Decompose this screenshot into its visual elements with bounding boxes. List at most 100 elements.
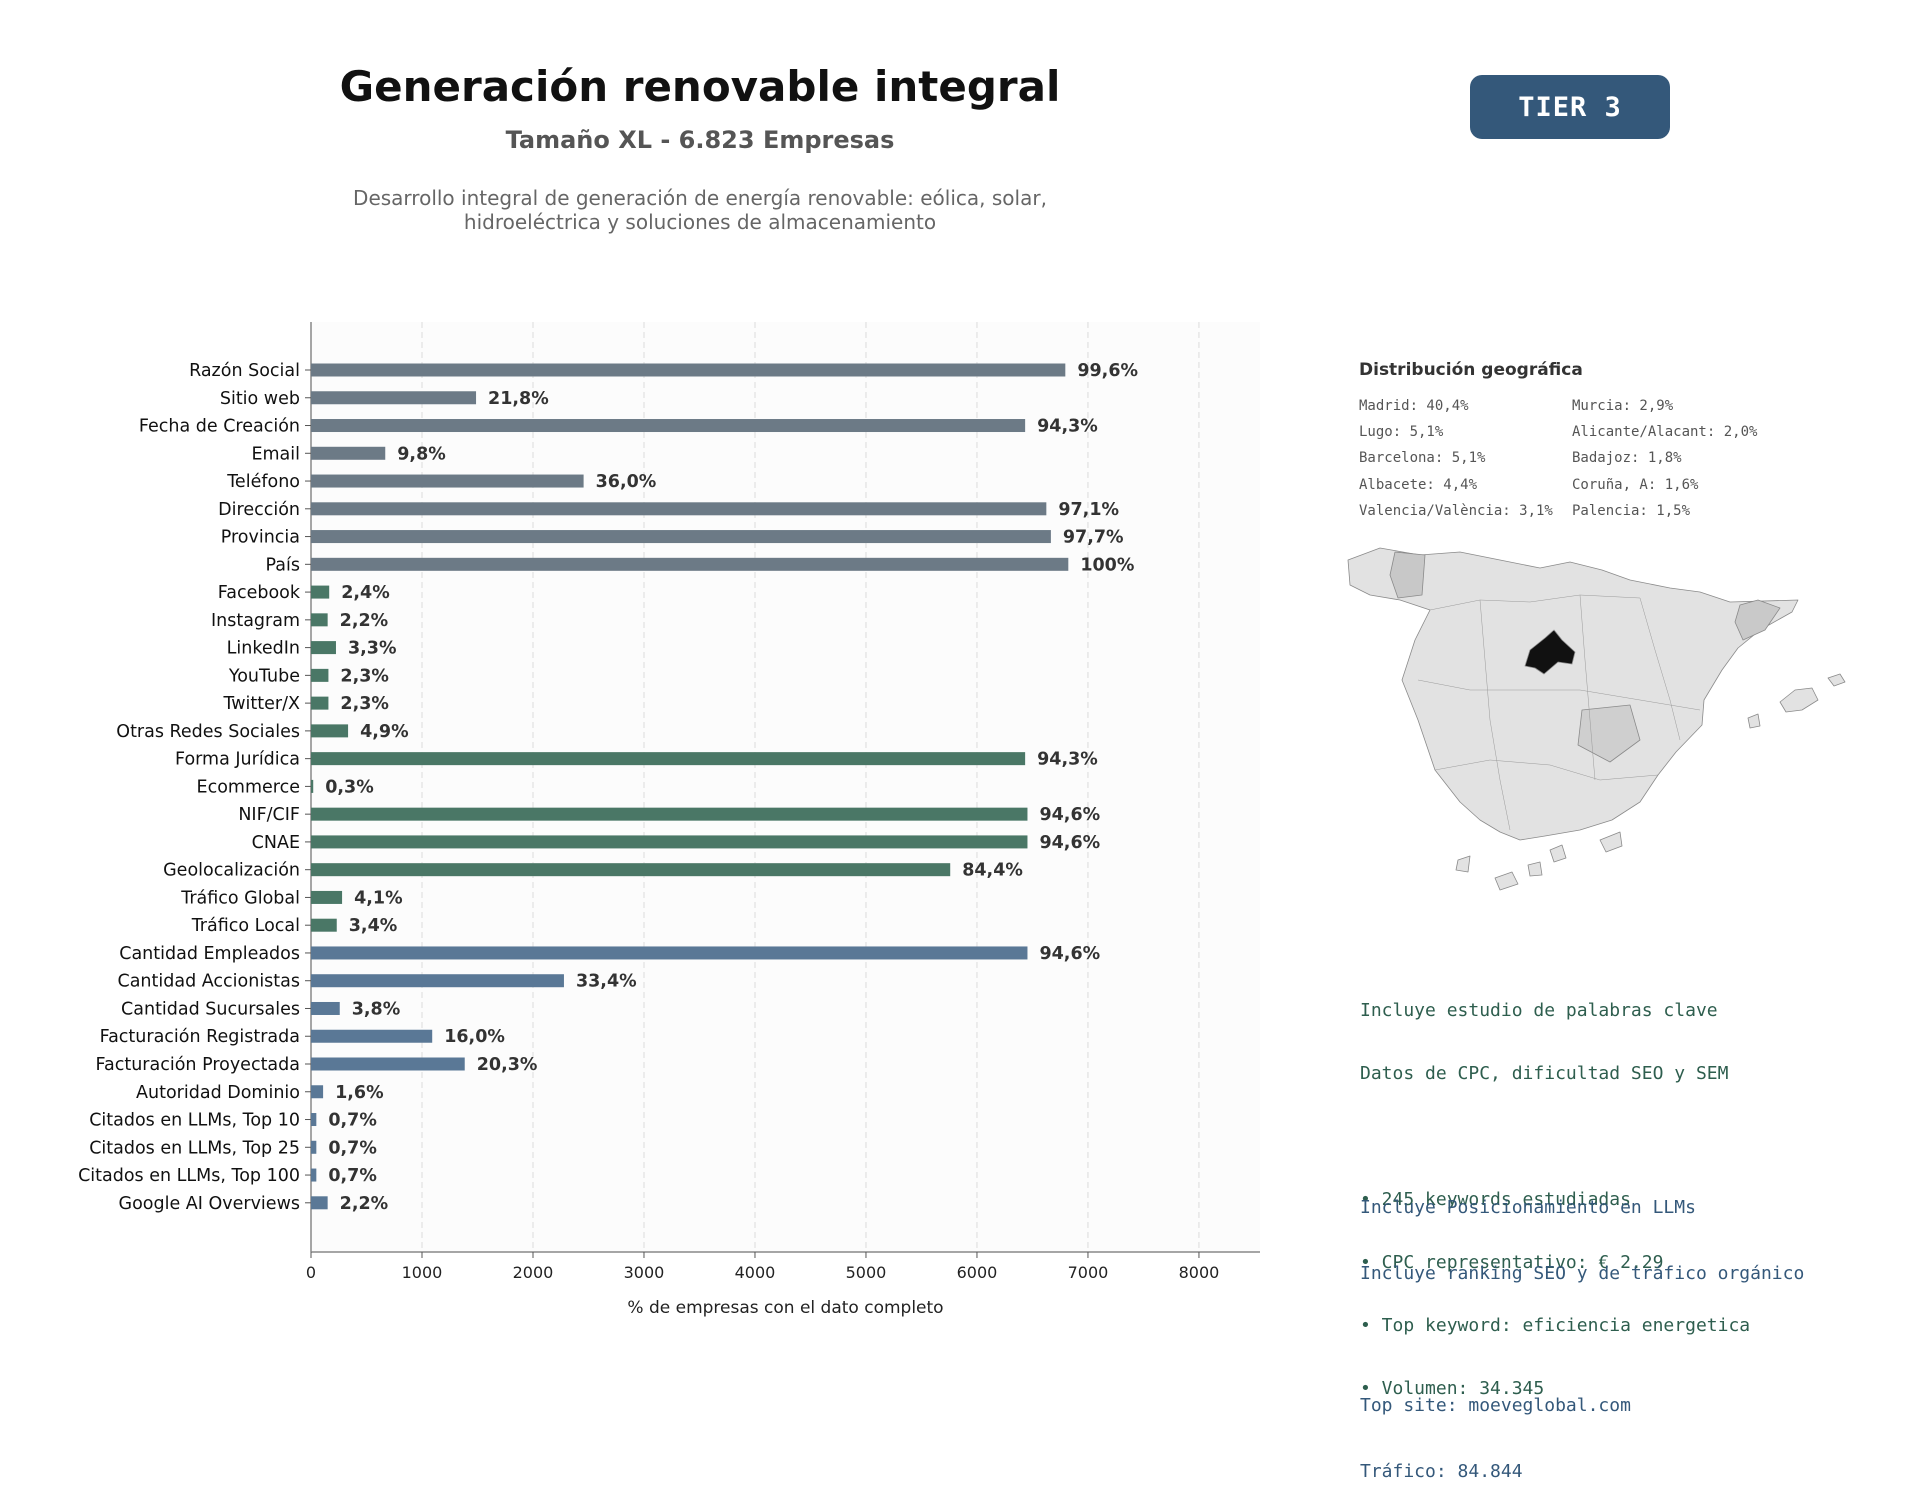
keywords-line: • CPC representativo: € 2.29 [1360, 1252, 1664, 1273]
bar [311, 1001, 340, 1015]
province-barcelona [1734, 599, 1781, 641]
bar [311, 752, 1026, 766]
island-canarias-5 [1599, 831, 1623, 853]
tier-badge: TIER 3 [1470, 75, 1670, 139]
llm-block: Incluye Posicionamiento en LLMs Incluye … [1360, 1153, 1804, 1505]
y-tick-label: Citados en LLMs, Top 25 [89, 1138, 300, 1158]
y-tick-label: Sitio web [220, 389, 300, 409]
y-tick-label: Email [251, 444, 300, 464]
data-label: 94,6% [1039, 833, 1100, 853]
bar [311, 1168, 317, 1182]
y-tick-label: Geolocalización [163, 861, 300, 881]
bar [311, 585, 330, 599]
keywords-line: • 245 keywords estudiadas [1360, 1189, 1631, 1210]
bar [311, 890, 343, 904]
y-tick-label: Fecha de Creación [139, 417, 300, 437]
data-label: 3,8% [352, 999, 401, 1019]
llm-line: Incluye Posicionamiento en LLMs [1360, 1197, 1696, 1218]
data-label: 0,3% [325, 777, 374, 797]
bar [311, 1113, 317, 1127]
bar [311, 724, 349, 738]
y-tick-label: Forma Jurídica [175, 750, 300, 770]
bar [311, 696, 329, 710]
data-label: 2,2% [340, 611, 389, 631]
data-label: 4,1% [354, 888, 403, 908]
data-label: 3,4% [349, 916, 398, 936]
x-tick-label: 7000 [1068, 1263, 1109, 1282]
keywords-block: Incluye estudio de palabras clave Datos … [1360, 958, 1750, 1420]
llm-line: Tráfico: 84.844 [1360, 1461, 1523, 1482]
data-label: 94,3% [1037, 417, 1098, 437]
data-label: 2,4% [341, 583, 390, 603]
data-label: 0,7% [328, 1138, 377, 1158]
bar [311, 446, 386, 460]
llm-line: Top site: moeveglobal.com [1360, 1395, 1631, 1416]
bar [311, 557, 1069, 571]
x-tick-label: 3000 [624, 1263, 665, 1282]
keywords-line: • Top keyword: eficiencia energetica [1360, 1315, 1751, 1336]
data-label: 33,4% [576, 972, 637, 992]
bar [311, 779, 314, 793]
data-label: 0,7% [328, 1111, 377, 1131]
spain-map [1347, 547, 1846, 891]
keywords-line: • Volumen: 34.345 [1360, 1378, 1545, 1399]
y-tick-label: Citados en LLMs, Top 100 [78, 1166, 300, 1186]
geo-title: Distribución geográfica [1359, 360, 1583, 380]
y-tick-label: Citados en LLMs, Top 10 [89, 1111, 300, 1131]
y-tick-label: Autoridad Dominio [136, 1083, 300, 1103]
data-label: 94,6% [1039, 944, 1100, 964]
y-tick-label: NIF/CIF [238, 805, 300, 825]
bar [311, 668, 329, 682]
bar [311, 1029, 433, 1043]
data-label: 94,6% [1039, 805, 1100, 825]
x-tick-label: 6000 [957, 1263, 998, 1282]
province-albacete [1577, 704, 1641, 763]
bar [311, 1085, 324, 1099]
data-label: 16,0% [444, 1027, 505, 1047]
geo-item: Murcia: 2,9% [1572, 398, 1674, 414]
geo-item: Coruña, A: 1,6% [1572, 477, 1699, 493]
y-tick-label: Tráfico Global [180, 888, 300, 908]
bar [311, 641, 336, 655]
x-tick-label: 0 [306, 1263, 316, 1282]
y-tick-label: Otras Redes Sociales [116, 722, 300, 742]
bar-chart: 0 1000 2000 3000 4000 5000 6000 7000 8000 % de em… [78, 322, 1260, 1318]
geo-item: Valencia/València: 3,1% [1359, 503, 1553, 519]
x-axis-label: % de empresas con el dato completo [627, 1298, 943, 1318]
data-label: 97,7% [1063, 528, 1124, 548]
bar [311, 474, 584, 488]
province-madrid [1524, 629, 1576, 675]
island-mallorca [1779, 687, 1819, 713]
geo-item: Badajoz: 1,8% [1572, 450, 1682, 466]
geo-item: Albacete: 4,4% [1359, 477, 1478, 493]
bar [311, 502, 1047, 516]
bar [311, 363, 1066, 377]
y-tick-label: Tráfico Local [191, 916, 300, 936]
keywords-line [1360, 1126, 1750, 1147]
x-tick-label: 8000 [1179, 1263, 1220, 1282]
y-tick-label: Dirección [218, 500, 300, 520]
y-tick-label: Provincia [221, 528, 300, 548]
data-label: 2,3% [340, 666, 389, 686]
bar [311, 974, 564, 988]
geo-item: Alicante/Alacant: 2,0% [1572, 424, 1758, 440]
geo-item: Lugo: 5,1% [1359, 424, 1444, 440]
island-canarias-1 [1455, 855, 1471, 873]
y-tick-label: Instagram [211, 611, 300, 631]
province-lugo [1389, 551, 1426, 599]
bar [311, 1140, 317, 1154]
y-tick-label: YouTube [228, 666, 300, 686]
data-label: 2,2% [340, 1194, 389, 1214]
bar [311, 1196, 328, 1210]
y-tick-label: Teléfono [226, 472, 300, 492]
x-tick-label: 5000 [846, 1263, 887, 1282]
island-menorca [1827, 673, 1846, 687]
y-tick-label: Facturación Registrada [100, 1027, 300, 1047]
y-tick-label: LinkedIn [227, 639, 300, 659]
data-label: 0,7% [328, 1166, 377, 1186]
page-subtitle: Tamaño XL - 6.823 Empresas [505, 126, 895, 154]
page-title: Generación renovable integral [339, 62, 1061, 111]
geo-item: Madrid: 40,4% [1359, 398, 1469, 414]
x-tick-label: 2000 [513, 1263, 554, 1282]
y-tick-label: Cantidad Sucursales [121, 999, 300, 1019]
